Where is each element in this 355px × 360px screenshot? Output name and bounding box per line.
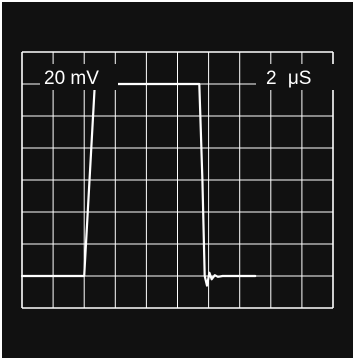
time-label-bg: [256, 64, 342, 90]
graticule: [21, 51, 334, 309]
scale-labels: 20 mV 2 μS: [40, 64, 342, 90]
time-per-div-value: 2: [266, 68, 277, 89]
time-per-div-label: 2 μS: [266, 68, 311, 89]
volts-per-div-label: 20 mV: [44, 68, 99, 89]
time-per-div-unit: μS: [288, 68, 312, 89]
volts-label-bg: [40, 64, 118, 90]
